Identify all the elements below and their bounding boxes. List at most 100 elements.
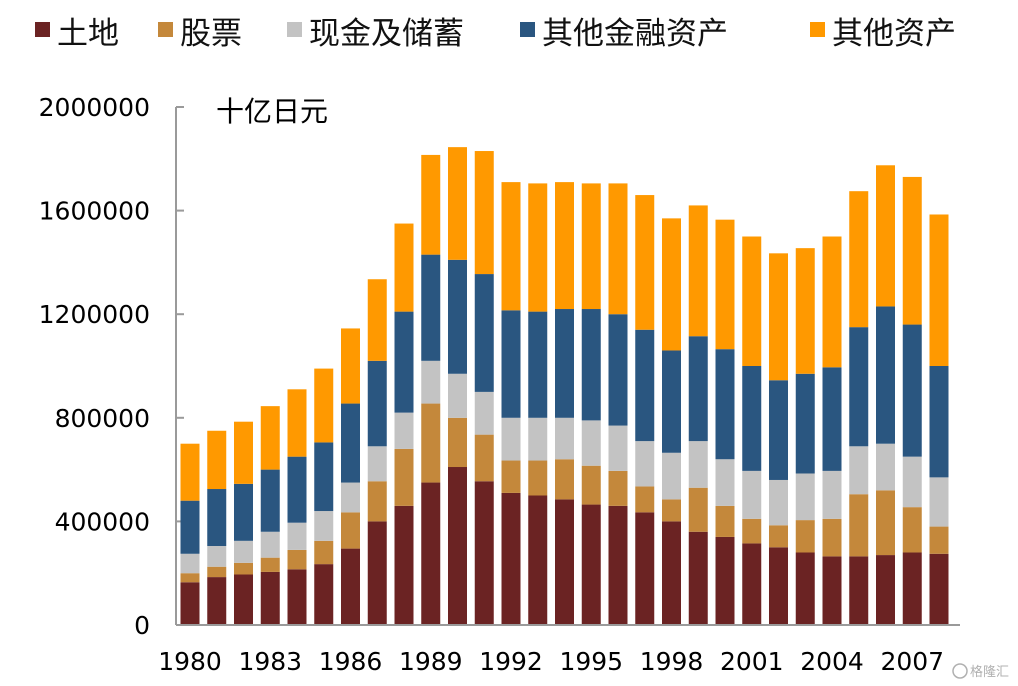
bar-segment	[929, 214, 949, 366]
bar-segment	[287, 456, 307, 523]
bar-segment	[448, 259, 467, 374]
bar-segment	[795, 552, 815, 625]
bar-segment	[448, 417, 467, 468]
bar-segment	[555, 309, 574, 418]
bar-segment	[394, 448, 414, 506]
bar-segment	[260, 469, 280, 532]
bar-stack	[341, 328, 360, 625]
bar-segment	[662, 499, 681, 522]
bar-segment	[260, 531, 280, 558]
legend-swatch	[287, 22, 302, 37]
legend-item: 土地	[35, 16, 119, 52]
bar-stack	[421, 154, 441, 625]
bar-segment	[180, 443, 200, 501]
bar-segment	[822, 367, 842, 471]
bar-stack	[474, 151, 494, 625]
y-tick-label: 2000000	[39, 93, 150, 122]
legend-item: 其他金融资产	[520, 16, 728, 52]
bar-segment	[341, 548, 360, 625]
bar-segment	[180, 582, 200, 625]
bar-stack	[581, 183, 601, 625]
unit-label: 十亿日元	[216, 95, 328, 128]
bar-segment	[287, 569, 307, 625]
bar-segment	[902, 324, 922, 457]
bar-segment	[822, 518, 842, 557]
bar-segment	[394, 505, 414, 625]
x-tick-label: 1983	[238, 647, 302, 676]
bar-segment	[287, 522, 307, 550]
bar-segment	[635, 195, 655, 330]
bar-segment	[902, 456, 922, 508]
legend-swatch	[520, 22, 535, 37]
bar-segment	[769, 253, 788, 381]
bar-segment	[635, 441, 655, 487]
bar-stack	[287, 389, 307, 625]
bar-segment	[608, 314, 628, 426]
bar-segment	[474, 274, 494, 392]
bar-segment	[367, 521, 387, 625]
bar-segment	[635, 329, 655, 442]
bar-segment	[394, 311, 414, 413]
bar-stack	[234, 421, 253, 625]
x-tick-label: 2001	[720, 647, 784, 676]
legend-label: 其他资产	[832, 16, 956, 52]
bar-stack	[822, 236, 842, 625]
bar-segment	[581, 465, 601, 505]
bar-segment	[822, 556, 842, 625]
bar-segment	[421, 403, 441, 483]
x-tick-label: 1989	[399, 647, 463, 676]
bar-segment	[742, 543, 762, 625]
x-tick-label: 1980	[158, 647, 222, 676]
bar-segment	[581, 420, 601, 466]
bar-segment	[421, 254, 441, 361]
bar-segment	[608, 505, 628, 625]
bars-area	[180, 147, 949, 625]
bar-segment	[581, 183, 601, 310]
bar-segment	[234, 562, 253, 575]
bar-segment	[662, 521, 681, 625]
bar-segment	[501, 492, 521, 625]
bar-stack	[715, 219, 735, 625]
bar-segment	[528, 495, 548, 625]
bar-segment	[234, 483, 253, 541]
y-tick-label: 1600000	[39, 197, 150, 226]
bar-segment	[849, 327, 869, 447]
bar-segment	[448, 373, 467, 418]
bar-segment	[501, 310, 521, 418]
bar-segment	[902, 507, 922, 553]
legend-swatch	[158, 22, 173, 37]
bar-segment	[474, 434, 494, 482]
bar-segment	[822, 470, 842, 519]
bar-segment	[795, 248, 815, 374]
bar-segment	[341, 328, 360, 404]
bar-segment	[742, 470, 762, 519]
bar-segment	[635, 486, 655, 513]
bar-segment	[528, 311, 548, 418]
bar-segment	[367, 481, 387, 522]
bar-segment	[180, 573, 200, 583]
x-tick-label: 1998	[640, 647, 704, 676]
y-tick-label: 800000	[55, 404, 150, 433]
bar-segment	[769, 380, 788, 480]
bar-segment	[929, 477, 949, 527]
legend-item: 其他资产	[810, 16, 956, 52]
bar-segment	[849, 191, 869, 328]
bar-segment	[688, 441, 708, 488]
bar-segment	[608, 470, 628, 506]
bar-segment	[287, 549, 307, 570]
legend-label: 其他金融资产	[542, 16, 728, 52]
bar-segment	[260, 557, 280, 572]
bar-segment	[314, 540, 334, 565]
legend-label: 股票	[180, 16, 242, 52]
bar-segment	[207, 430, 227, 490]
bar-stack	[501, 182, 521, 625]
bar-segment	[180, 553, 200, 574]
bar-stack	[849, 191, 869, 625]
x-tick-label: 2007	[880, 647, 944, 676]
legend-label: 土地	[57, 16, 119, 52]
bar-segment	[795, 373, 815, 474]
bar-segment	[341, 403, 360, 483]
bar-segment	[849, 556, 869, 625]
bar-segment	[715, 536, 735, 625]
